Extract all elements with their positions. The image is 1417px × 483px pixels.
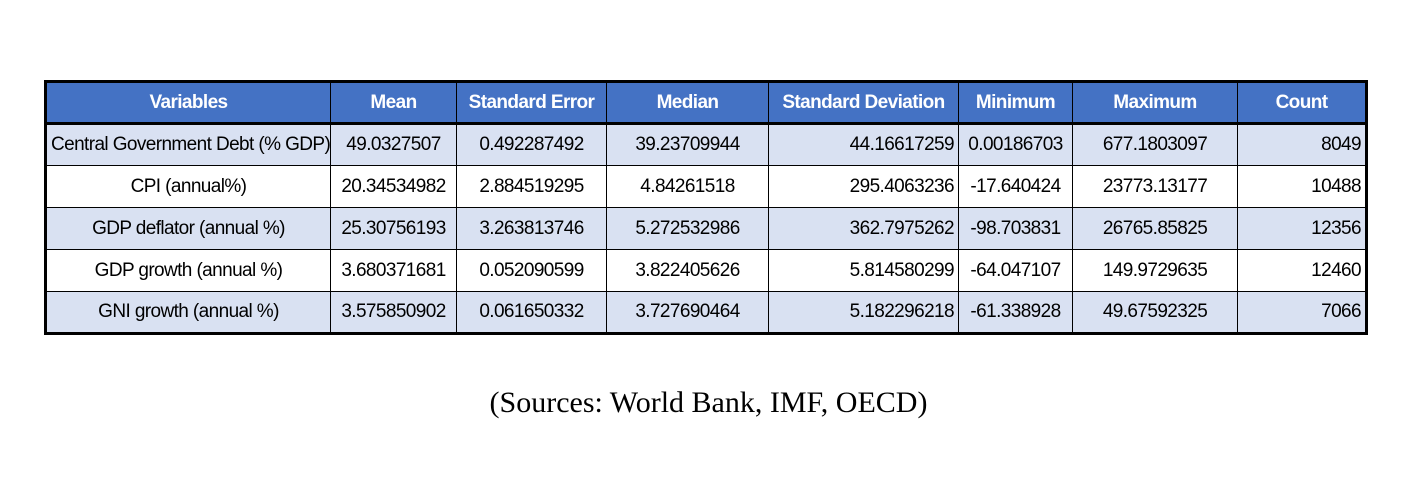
header-mean: Mean (330, 81, 457, 125)
table-body: Central Government Debt (% GDP) 49.03275… (45, 123, 1367, 334)
header-maximum: Maximum (1072, 81, 1238, 125)
maximum-cell: 26765.85825 (1072, 207, 1238, 250)
mean-cell: 49.0327507 (330, 123, 457, 166)
maximum-cell: 149.9729635 (1072, 249, 1238, 292)
mean-cell: 3.680371681 (330, 249, 457, 292)
minimum-cell: -61.338928 (958, 291, 1073, 334)
statistics-table: Variables Mean Standard Error Median Sta… (44, 80, 1368, 335)
standard-deviation-cell: 5.182296218 (768, 291, 959, 334)
variable-cell: CPI (annual%) (45, 165, 331, 208)
standard-error-cell: 0.061650332 (456, 291, 607, 334)
table-row: GDP deflator (annual %) 25.30756193 3.26… (45, 207, 1367, 250)
median-cell: 39.23709944 (606, 123, 769, 166)
header-standard-error: Standard Error (456, 81, 607, 125)
maximum-cell: 49.67592325 (1072, 291, 1238, 334)
count-cell: 12460 (1237, 249, 1367, 292)
header-minimum: Minimum (958, 81, 1073, 125)
minimum-cell: -64.047107 (958, 249, 1073, 292)
mean-cell: 25.30756193 (330, 207, 457, 250)
median-cell: 3.822405626 (606, 249, 769, 292)
variable-cell: GDP growth (annual %) (45, 249, 331, 292)
mean-cell: 3.575850902 (330, 291, 457, 334)
standard-deviation-cell: 295.4063236 (768, 165, 959, 208)
mean-cell: 20.34534982 (330, 165, 457, 208)
table-header: Variables Mean Standard Error Median Sta… (45, 81, 1367, 125)
count-cell: 8049 (1237, 123, 1367, 166)
header-count: Count (1237, 81, 1367, 125)
table-row: GDP growth (annual %) 3.680371681 0.0520… (45, 249, 1367, 292)
variable-cell: GNI growth (annual %) (45, 291, 331, 334)
count-cell: 10488 (1237, 165, 1367, 208)
variable-cell: Central Government Debt (% GDP) (45, 123, 331, 166)
count-cell: 7066 (1237, 291, 1367, 334)
maximum-cell: 23773.13177 (1072, 165, 1238, 208)
table-row: CPI (annual%) 20.34534982 2.884519295 4.… (45, 165, 1367, 208)
header-row: Variables Mean Standard Error Median Sta… (45, 81, 1367, 125)
variable-cell: GDP deflator (annual %) (45, 207, 331, 250)
standard-deviation-cell: 5.814580299 (768, 249, 959, 292)
standard-error-cell: 0.492287492 (456, 123, 607, 166)
standard-error-cell: 2.884519295 (456, 165, 607, 208)
header-standard-deviation: Standard Deviation (768, 81, 959, 125)
standard-deviation-cell: 44.16617259 (768, 123, 959, 166)
header-variables: Variables (45, 81, 331, 125)
standard-deviation-cell: 362.7975262 (768, 207, 959, 250)
minimum-cell: -98.703831 (958, 207, 1073, 250)
minimum-cell: -17.640424 (958, 165, 1073, 208)
standard-error-cell: 0.052090599 (456, 249, 607, 292)
table-row: Central Government Debt (% GDP) 49.03275… (45, 123, 1367, 166)
standard-error-cell: 3.263813746 (456, 207, 607, 250)
median-cell: 5.272532986 (606, 207, 769, 250)
count-cell: 12356 (1237, 207, 1367, 250)
median-cell: 3.727690464 (606, 291, 769, 334)
table-row: GNI growth (annual %) 3.575850902 0.0616… (45, 291, 1367, 334)
median-cell: 4.84261518 (606, 165, 769, 208)
header-median: Median (606, 81, 769, 125)
minimum-cell: 0.00186703 (958, 123, 1073, 166)
table-caption: (Sources: World Bank, IMF, OECD) (489, 386, 928, 419)
maximum-cell: 677.1803097 (1072, 123, 1238, 166)
